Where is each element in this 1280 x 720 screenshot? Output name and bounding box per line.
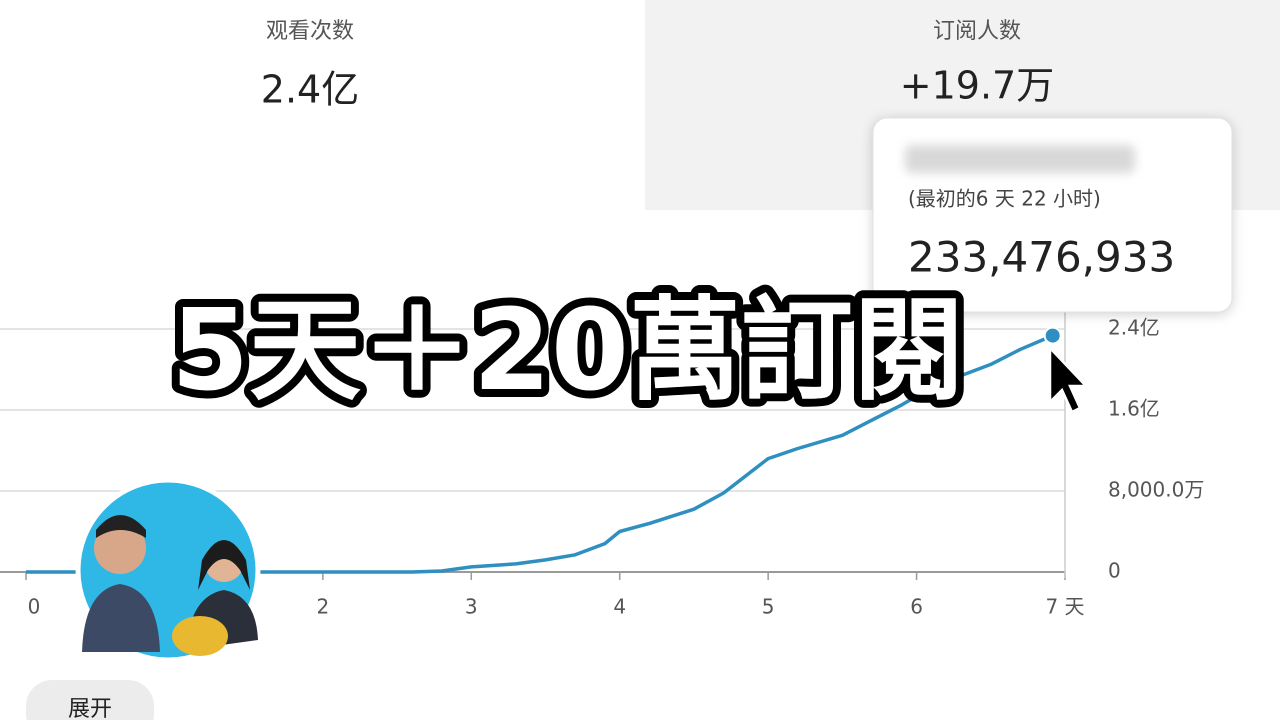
hover-point (1043, 326, 1062, 345)
overlay-title: 5天＋20萬訂閱 (171, 286, 965, 416)
stat-label: 订阅人数 (933, 19, 1021, 44)
y-tick-label: 1.6亿 (1108, 397, 1160, 421)
x-tick-label: 6 (910, 595, 923, 619)
x-tick-label: 4 (613, 595, 626, 619)
person-hair (198, 540, 250, 590)
person-body (82, 584, 160, 652)
x-tick-label: 2 (316, 595, 329, 619)
avatar (75, 477, 261, 663)
x-tick-label: 3 (465, 595, 478, 619)
y-tick-label: 0 (1108, 559, 1121, 583)
x-tick-label: 5 (762, 595, 775, 619)
cursor (1048, 344, 1089, 414)
expand-button-label[interactable]: 展开 (68, 697, 112, 720)
line-series (26, 333, 1054, 574)
blurred-title (905, 145, 1135, 173)
chart: 0 8,000.0万 1.6亿 2.4亿 0 2 3 4 5 6 7 天 (0, 316, 1204, 619)
stat-value: 2.4亿 (261, 68, 359, 112)
tooltip-period: (最初的6 天 22 小时) (908, 187, 1101, 211)
y-tick-label: 8,000.0万 (1108, 478, 1204, 502)
person-hair (96, 515, 146, 538)
plush-toy (172, 616, 228, 656)
y-tick-label: 2.4亿 (1108, 316, 1160, 340)
stat-value: +19.7万 (900, 64, 1054, 108)
stat-label: 观看次数 (266, 19, 354, 44)
expand-button[interactable] (26, 680, 154, 720)
tooltip-value: 233,476,933 (908, 233, 1175, 282)
x-tick-label: 0 (28, 595, 41, 619)
x-tick-label: 7 天 (1045, 595, 1084, 619)
person-head (94, 522, 146, 574)
